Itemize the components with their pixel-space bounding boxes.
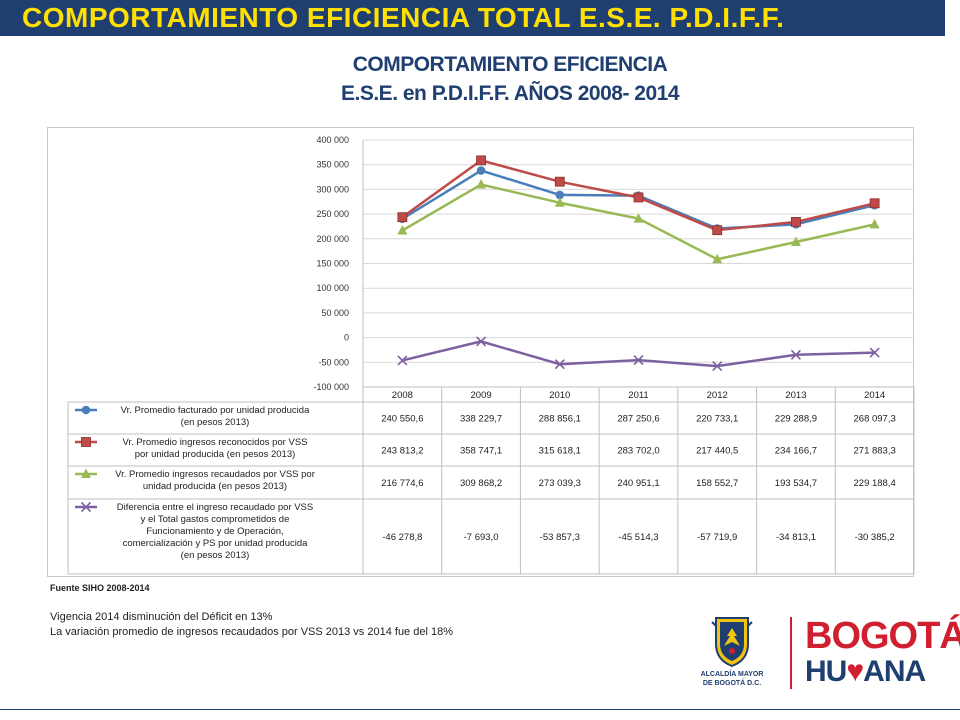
data-point-s3 [476,179,486,189]
y-tick-label: 400 000 [316,135,349,145]
legend-series-name: (en pesos 2013) [181,550,250,561]
data-point-s2 [870,199,879,208]
crest-caption-line-1: ALCALDÍA MAYOR [686,670,778,679]
coat-of-arms-icon [686,612,778,670]
y-tick-label: 0 [344,333,349,343]
footer-rule [0,709,960,710]
y-tick-label: 200 000 [316,234,349,244]
table-value-cell: -46 278,8 [382,532,422,543]
top-banner: COMPORTAMIENTO EFICIENCIA TOTAL E.S.E. P… [0,0,945,36]
table-value-cell: 243 813,2 [381,446,423,457]
table-value-cell: -45 514,3 [618,532,658,543]
x-category-label: 2008 [392,390,413,401]
y-tick-label: -50 000 [318,357,349,367]
y-tick-label: 100 000 [316,283,349,293]
legend-series-name: comercialización y PS por unidad produci… [123,538,309,549]
data-point-s2 [555,177,564,186]
table-value-cell: 288 856,1 [539,414,581,425]
data-point-s2 [477,156,486,165]
brand-humana-part-2: ANA [863,655,925,688]
table-value-cell: 158 552,7 [696,478,738,489]
table-value-cell: -34 813,1 [776,532,816,543]
table-value-cell: 338 229,7 [460,414,502,425]
x-category-label: 2013 [785,390,806,401]
logo-divider [790,617,792,689]
line-chart-with-data-table: 400 000 350 000 300 000 250 000 200 000 150 0… [48,128,915,578]
legend-series-name: Funcionamiento y de Operación, [146,526,283,537]
slide-title-line-1: COMPORTAMIENTO EFICIENCIA [240,50,780,79]
table-value-cell: 216 774,6 [381,478,423,489]
legend-key-marker [82,406,90,414]
legend-series-name: Vr. Promedio facturado por unidad produc… [121,405,310,416]
legend-series-name: (en pesos 2013) [181,417,250,428]
alcaldia-logo: ALCALDÍA MAYOR DE BOGOTÁ D.C. [686,612,778,694]
brand-humana-part-1: HU [805,655,846,688]
table-value-cell: 217 440,5 [696,446,738,457]
table-value-cell: 315 618,1 [539,446,581,457]
crest-caption: ALCALDÍA MAYOR DE BOGOTÁ D.C. [686,670,778,688]
crest-caption-line-2: DE BOGOTÁ D.C. [686,679,778,688]
chart-frame: 400 000 350 000 300 000 250 000 200 000 150 0… [47,127,914,577]
data-point-s2 [398,213,407,222]
heart-icon: ♥ [846,655,863,688]
x-category-label: 2014 [864,390,885,401]
slide-title-line-2: E.S.E. en P.D.I.F.F. AÑOS 2008- 2014 [240,79,780,108]
data-point-s1 [477,167,485,175]
data-point-s3 [870,219,880,229]
brand-bogota-text: BOGOTÁ [805,616,960,656]
table-value-cell: 234 166,7 [775,446,817,457]
y-tick-label: 300 000 [316,184,349,194]
table-value-cell: 309 868,2 [460,478,502,489]
table-value-cell: 358 747,1 [460,446,502,457]
table-value-cell: 268 097,3 [854,414,896,425]
x-category-label: 2009 [471,390,492,401]
slide-title: COMPORTAMIENTO EFICIENCIA E.S.E. en P.D.… [240,50,780,108]
table-value-cell: 273 039,3 [539,478,581,489]
x-category-label: 2010 [549,390,570,401]
note-variation: La variación promedio de ingresos recaud… [50,626,453,638]
brand-humana-text: HU♥ANA [805,656,925,688]
data-point-s2 [791,217,800,226]
legend-series-name: Vr. Promedio ingresos recaudados por VSS… [115,469,315,480]
table-value-cell: 287 250,6 [617,414,659,425]
table-value-cell: 271 883,3 [854,446,896,457]
table-value-cell: 283 702,0 [617,446,659,457]
y-tick-label: 150 000 [316,259,349,269]
y-tick-label: 350 000 [316,160,349,170]
data-point-s2 [634,193,643,202]
legend-series-name: por unidad producida (en pesos 2013) [135,449,296,460]
table-value-cell: 240 951,1 [617,478,659,489]
table-value-cell: 193 534,7 [775,478,817,489]
x-category-label: 2012 [707,390,728,401]
legend-series-name: Vr. Promedio ingresos reconocidos por VS… [123,437,308,448]
table-value-cell: -53 857,3 [540,532,580,543]
legend-series-name: y el Total gastos comprometidos de [141,514,290,525]
source-note: Fuente SIHO 2008-2014 [50,583,150,593]
x-category-label: 2011 [628,390,648,401]
data-point-s2 [713,226,722,235]
table-value-cell: 240 550,6 [381,414,423,425]
table-value-cell: -30 385,2 [855,532,895,543]
y-tick-label: 50 000 [321,308,349,318]
table-value-cell: -7 693,0 [464,532,499,543]
table-value-cell: 220 733,1 [696,414,738,425]
table-value-cell: 229 288,9 [775,414,817,425]
y-tick-label: -100 000 [313,382,349,392]
legend-series-name: unidad producida (en pesos 2013) [143,481,287,492]
banner-title: COMPORTAMIENTO EFICIENCIA TOTAL E.S.E. P… [22,2,784,34]
y-tick-label: 250 000 [316,209,349,219]
note-deficit: Vigencia 2014 disminución del Déficit en… [50,611,272,623]
table-value-cell: 229 188,4 [854,478,896,489]
legend-series-name: Diferencia entre el ingreso recaudado po… [117,502,313,513]
legend-key-marker [82,438,91,447]
table-value-cell: -57 719,9 [697,532,737,543]
